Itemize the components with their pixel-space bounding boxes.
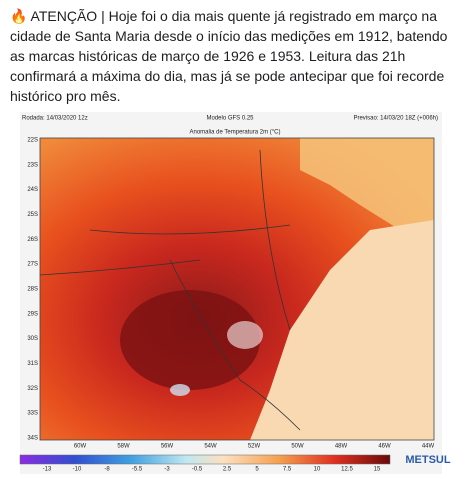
colorbar-label: 5: [255, 467, 259, 473]
lat-label: 29S: [27, 311, 38, 317]
colorbar-label: -0.5: [192, 467, 203, 473]
colorbar: [19, 454, 391, 465]
colorbar-label: -5.5: [132, 467, 143, 473]
lon-label: 50W: [291, 444, 304, 450]
colorbar-label: 12.5: [341, 467, 353, 473]
colorbar-label: 15: [374, 467, 381, 473]
lat-label: 31S: [27, 361, 38, 367]
lat-label: 22S: [27, 138, 38, 144]
lat-label: 23S: [27, 162, 38, 168]
lat-label: 32S: [27, 386, 38, 392]
lat-label: 34S: [27, 436, 38, 442]
colorbar-label: -3: [164, 467, 170, 473]
lat-label: 28S: [27, 287, 38, 293]
post-text: 🔥 ATENÇÃO | Hoje foi o dia mais quente j…: [10, 8, 448, 104]
borders: [39, 149, 301, 431]
colorbar-label: -13: [43, 467, 52, 473]
lon-label: 56W: [161, 444, 174, 450]
map-border: [39, 137, 435, 441]
colorbar-label: -8: [104, 467, 110, 473]
map-title: Anomalia de Temperatura 2m (°C): [190, 130, 281, 136]
hot-spot: [227, 321, 263, 349]
colorbar-label: -10: [73, 467, 82, 473]
forecast-label: Previsao: 14/03/20 18Z (+006h): [353, 116, 438, 122]
lat-label: 30S: [27, 336, 38, 342]
cool-spot: [170, 384, 190, 396]
lon-label: 46W: [378, 444, 391, 450]
colorbar-label: 2.5: [223, 467, 232, 473]
model-label: Modelo GFS 0.25: [206, 116, 254, 122]
lon-label: 60W: [74, 444, 87, 450]
lat-label: 25S: [27, 212, 38, 218]
colorbar-label: 10: [314, 467, 321, 473]
lat-label: 24S: [27, 187, 38, 193]
lon-label: 54W: [204, 444, 217, 450]
ocean-field: [250, 220, 434, 440]
lat-label: 33S: [27, 411, 38, 417]
hot-core: [120, 290, 260, 390]
lat-label: 27S: [27, 262, 38, 268]
run-label: Rodada: 14/03/2020 12z: [22, 116, 88, 122]
lon-label: 44W: [422, 444, 435, 450]
lon-label: 58W: [117, 444, 130, 450]
logo: METSUL: [405, 454, 451, 466]
lon-label: 52W: [248, 444, 261, 450]
heat-field-ne: [300, 138, 434, 250]
lat-label: 26S: [27, 237, 38, 243]
lon-label: 48W: [335, 444, 348, 450]
colorbar-label: 7.5: [283, 467, 292, 473]
